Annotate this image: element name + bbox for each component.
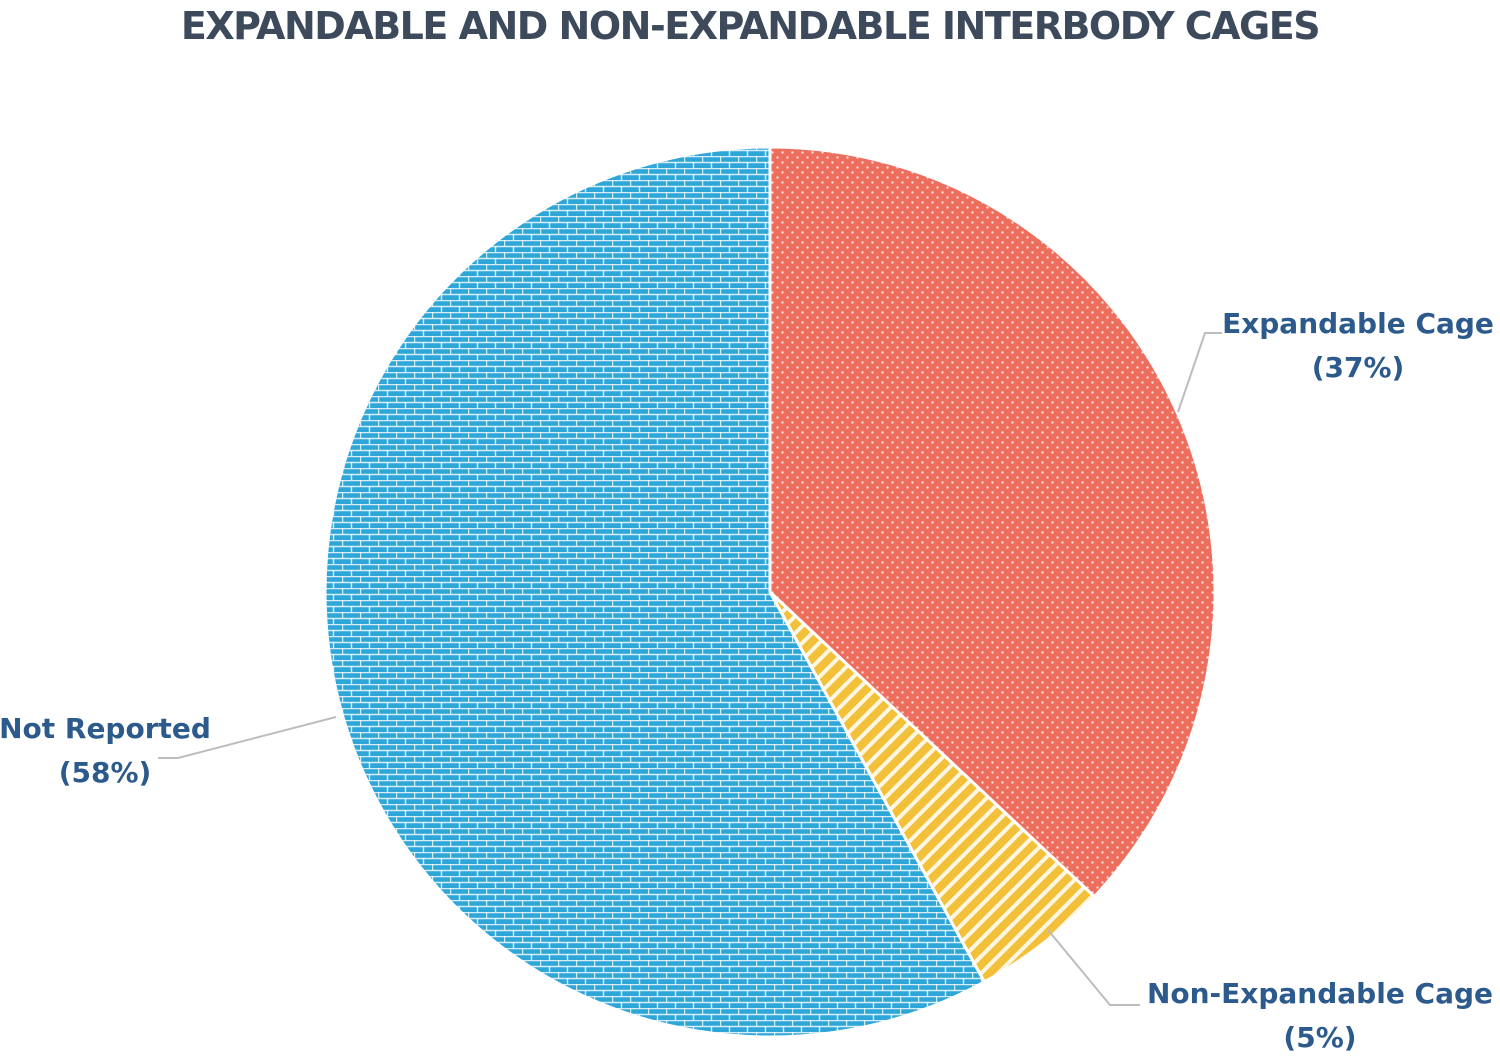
leader-line	[1177, 332, 1222, 413]
slice-label: Expandable Cage	[1222, 307, 1494, 340]
leader-line	[158, 716, 337, 759]
slice-label: Not Reported	[0, 712, 211, 745]
pie-slice-expandable-cage	[768, 145, 1217, 899]
slice-value-label: (5%)	[1283, 1021, 1356, 1054]
chart-title: EXPANDABLE AND NON-EXPANDABLE INTERBODY …	[180, 4, 1321, 48]
pie-slice-not-reported	[323, 145, 987, 1039]
slice-value-label: (58%)	[59, 756, 152, 789]
slice-label: Non-Expandable Cage	[1147, 977, 1493, 1010]
slice-value-label: (37%)	[1312, 351, 1405, 384]
leader-line	[1047, 929, 1140, 1006]
